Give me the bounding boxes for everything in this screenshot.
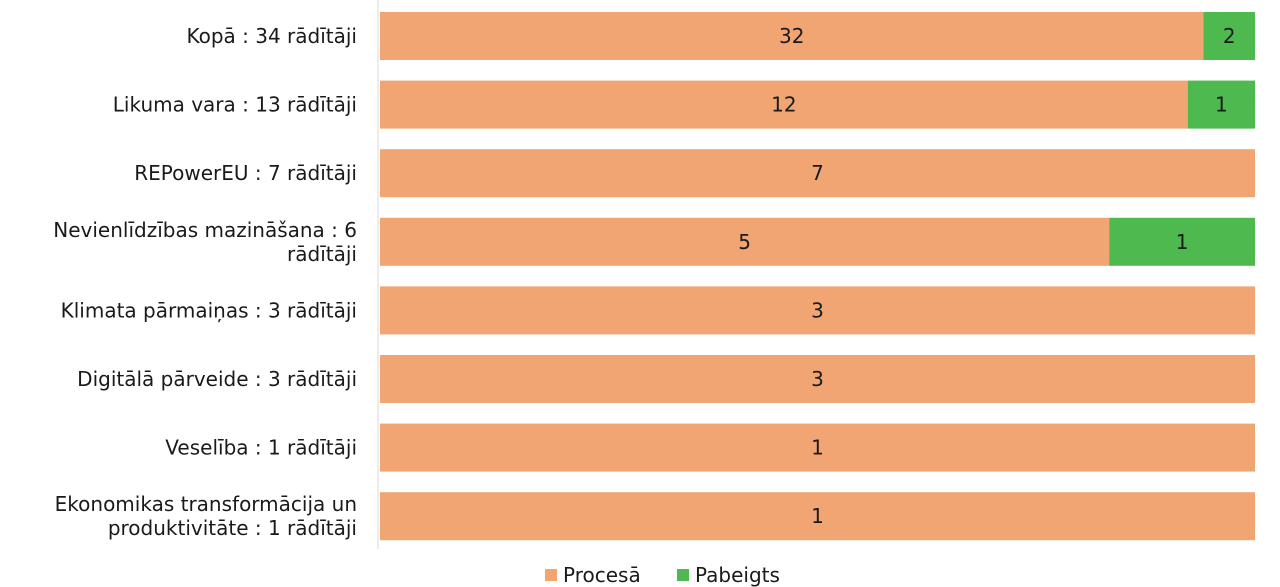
- bar-pabeigts-3: [1109, 217, 1255, 266]
- category-label: Kopā : 34 rādītāji: [186, 24, 357, 48]
- bar-procesa-2: [380, 149, 1255, 198]
- bar-pabeigts-1: [1187, 80, 1255, 129]
- category-labels-group: Kopā : 34 rādītāji Likuma vara : 13 rādīt…: [53, 24, 357, 540]
- category-label: Veselība : 1 rādītāji: [165, 436, 357, 460]
- category-label: REPowerEU : 7 rādītāji: [134, 161, 357, 185]
- category-label: Klimata pārmaiņas : 3 rādītāji: [61, 298, 357, 322]
- data-label: 5: [738, 230, 751, 254]
- bar-procesa-4: [380, 286, 1255, 335]
- bar-pabeigts-0: [1203, 12, 1255, 60]
- legend-label-pabeigts: Pabeigts: [695, 563, 780, 587]
- data-label: 7: [811, 161, 824, 185]
- legend: Procesā Pabeigts: [545, 563, 780, 587]
- data-label: 1: [1176, 230, 1189, 254]
- bars-group: 32 2 12 1 7 5 1 3 3 1 1: [380, 12, 1255, 541]
- category-label: rādītāji: [287, 242, 357, 266]
- bar-procesa-6: [380, 423, 1255, 472]
- bar-procesa-1: [380, 80, 1188, 129]
- category-label: Ekonomikas transformācija un: [55, 492, 357, 516]
- legend-swatch-procesa: [545, 569, 557, 581]
- data-label: 3: [811, 367, 824, 391]
- bar-procesa-5: [380, 355, 1255, 403]
- bar-procesa-0: [380, 12, 1204, 60]
- legend-swatch-pabeigts: [677, 569, 689, 581]
- data-label: 12: [771, 93, 796, 117]
- data-label: 1: [811, 436, 824, 460]
- category-label: Digitālā pārveide : 3 rādītāji: [77, 367, 357, 391]
- category-label: Nevienlīdzības mazināšana : 6: [53, 218, 357, 242]
- data-label: 1: [811, 504, 824, 528]
- data-label: 2: [1223, 24, 1236, 48]
- category-label: Likuma vara : 13 rādītāji: [113, 93, 357, 117]
- data-label: 1: [1215, 93, 1228, 117]
- legend-label-procesa: Procesā: [563, 563, 641, 587]
- data-label: 32: [779, 24, 804, 48]
- category-label: produktivitāte : 1 rādītāji: [108, 516, 357, 540]
- bar-procesa-3: [380, 217, 1110, 266]
- data-label: 3: [811, 298, 824, 322]
- bar-procesa-7: [380, 492, 1255, 541]
